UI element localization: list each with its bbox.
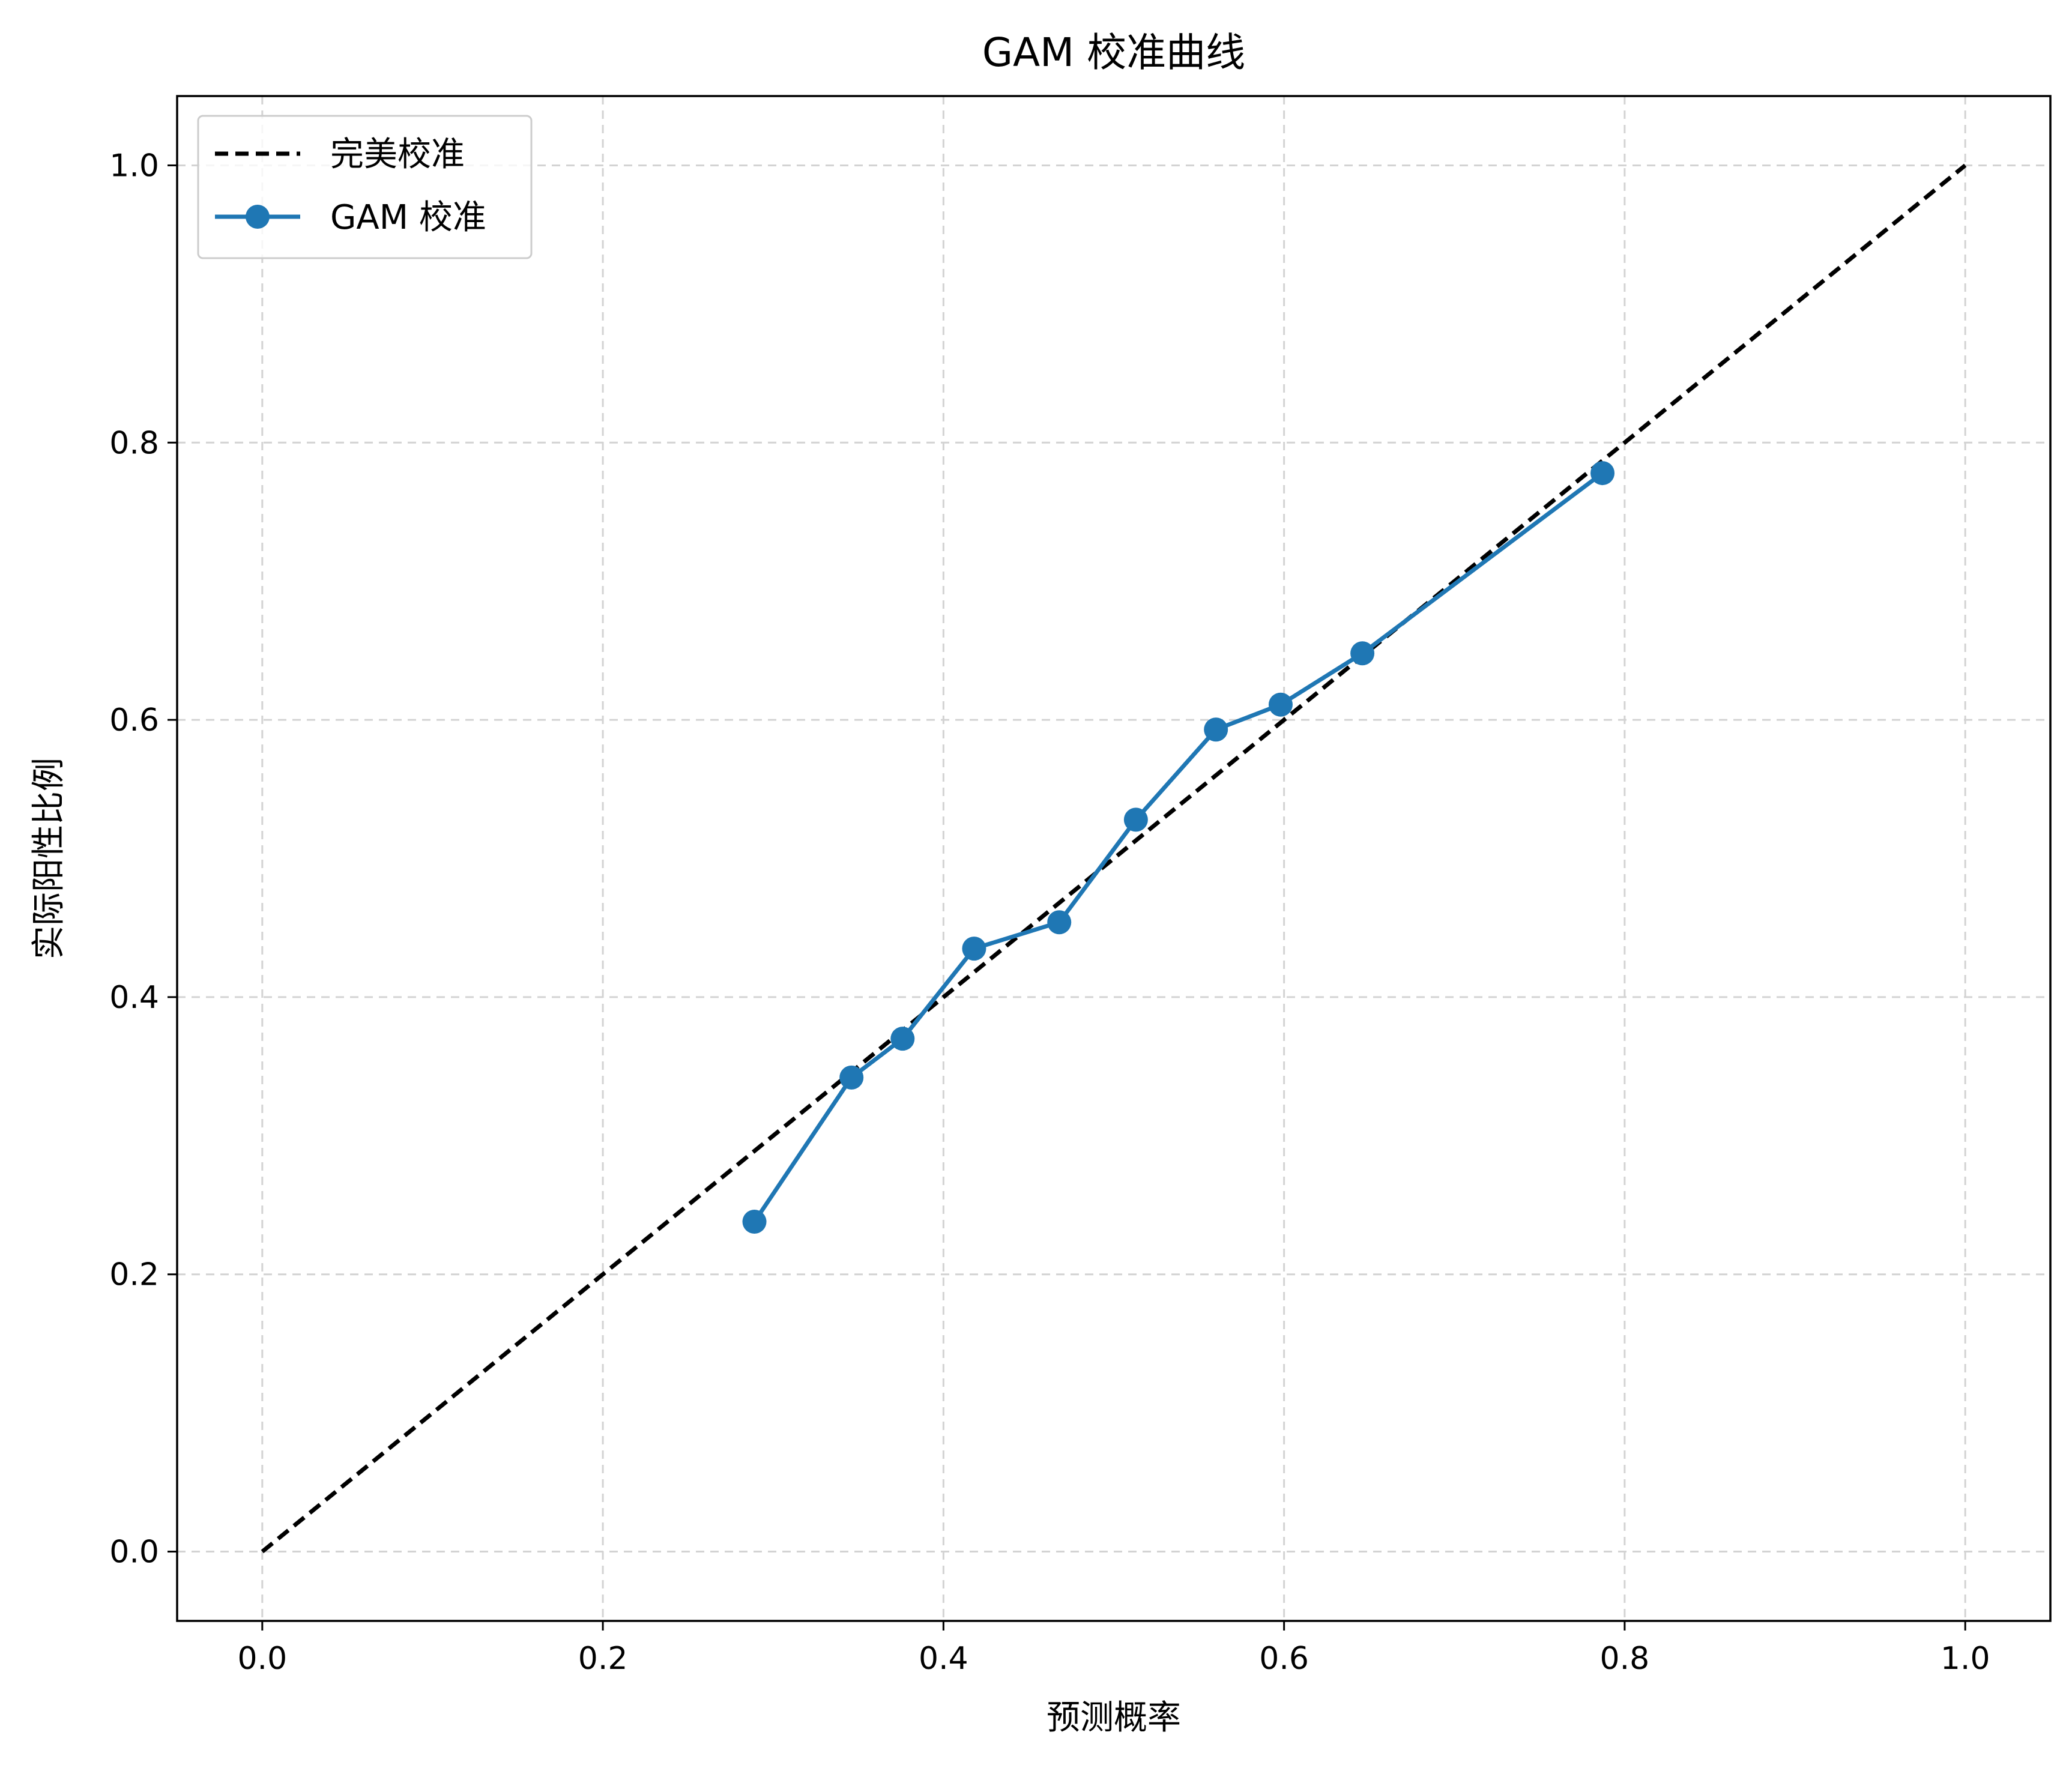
y-tick-label: 0.2: [109, 1257, 159, 1293]
axis-ticks: 0.0 0.2 0.4 0.6 0.8 1.0 0.0 0.2 0.4 0.6 0.8 1.0: [109, 148, 1990, 1677]
x-tick-label: 1.0: [1941, 1641, 1990, 1677]
y-tick-label: 0.8: [109, 425, 159, 461]
data-point: [962, 937, 986, 961]
data-point: [890, 1027, 915, 1051]
data-point: [1123, 807, 1148, 832]
y-tick-label: 0.6: [109, 702, 159, 738]
legend-label-perfect-calibration: 完美校准: [330, 135, 465, 174]
x-tick-label: 0.4: [919, 1641, 968, 1677]
grid-lines: [177, 96, 2050, 1621]
data-point: [839, 1065, 864, 1090]
legend-label-gam-calibration: GAM 校准: [330, 198, 486, 237]
plot-frame: [176, 95, 2052, 1622]
data-point: [1204, 717, 1228, 742]
series-line-gam-calibration: [752, 471, 1604, 1223]
series-layer: [261, 163, 1967, 1554]
legend: 完美校准 GAM 校准: [197, 115, 533, 259]
x-tick-label: 0.2: [578, 1641, 628, 1677]
x-tick-label: 0.8: [1600, 1641, 1650, 1677]
chart-title: GAM 校准曲线: [982, 29, 1245, 76]
x-tick-label: 0.0: [237, 1641, 287, 1677]
data-point: [1268, 692, 1293, 717]
data-point: [742, 1209, 767, 1234]
y-tick-label: 1.0: [109, 148, 159, 184]
data-point: [1047, 910, 1072, 935]
data-point: [1350, 641, 1375, 666]
y-tick-label: 0.4: [109, 980, 159, 1016]
x-axis-label: 预测概率: [1047, 1698, 1181, 1737]
y-axis-label: 实际阳性比例: [29, 758, 68, 959]
y-tick-label: 0.0: [109, 1534, 159, 1570]
legend-marker-gam-calibration: [246, 205, 270, 229]
series-line-perfect-calibration: [261, 163, 1967, 1554]
x-tick-label: 0.6: [1259, 1641, 1309, 1677]
legend-box: [197, 115, 533, 259]
data-point: [1590, 461, 1615, 486]
